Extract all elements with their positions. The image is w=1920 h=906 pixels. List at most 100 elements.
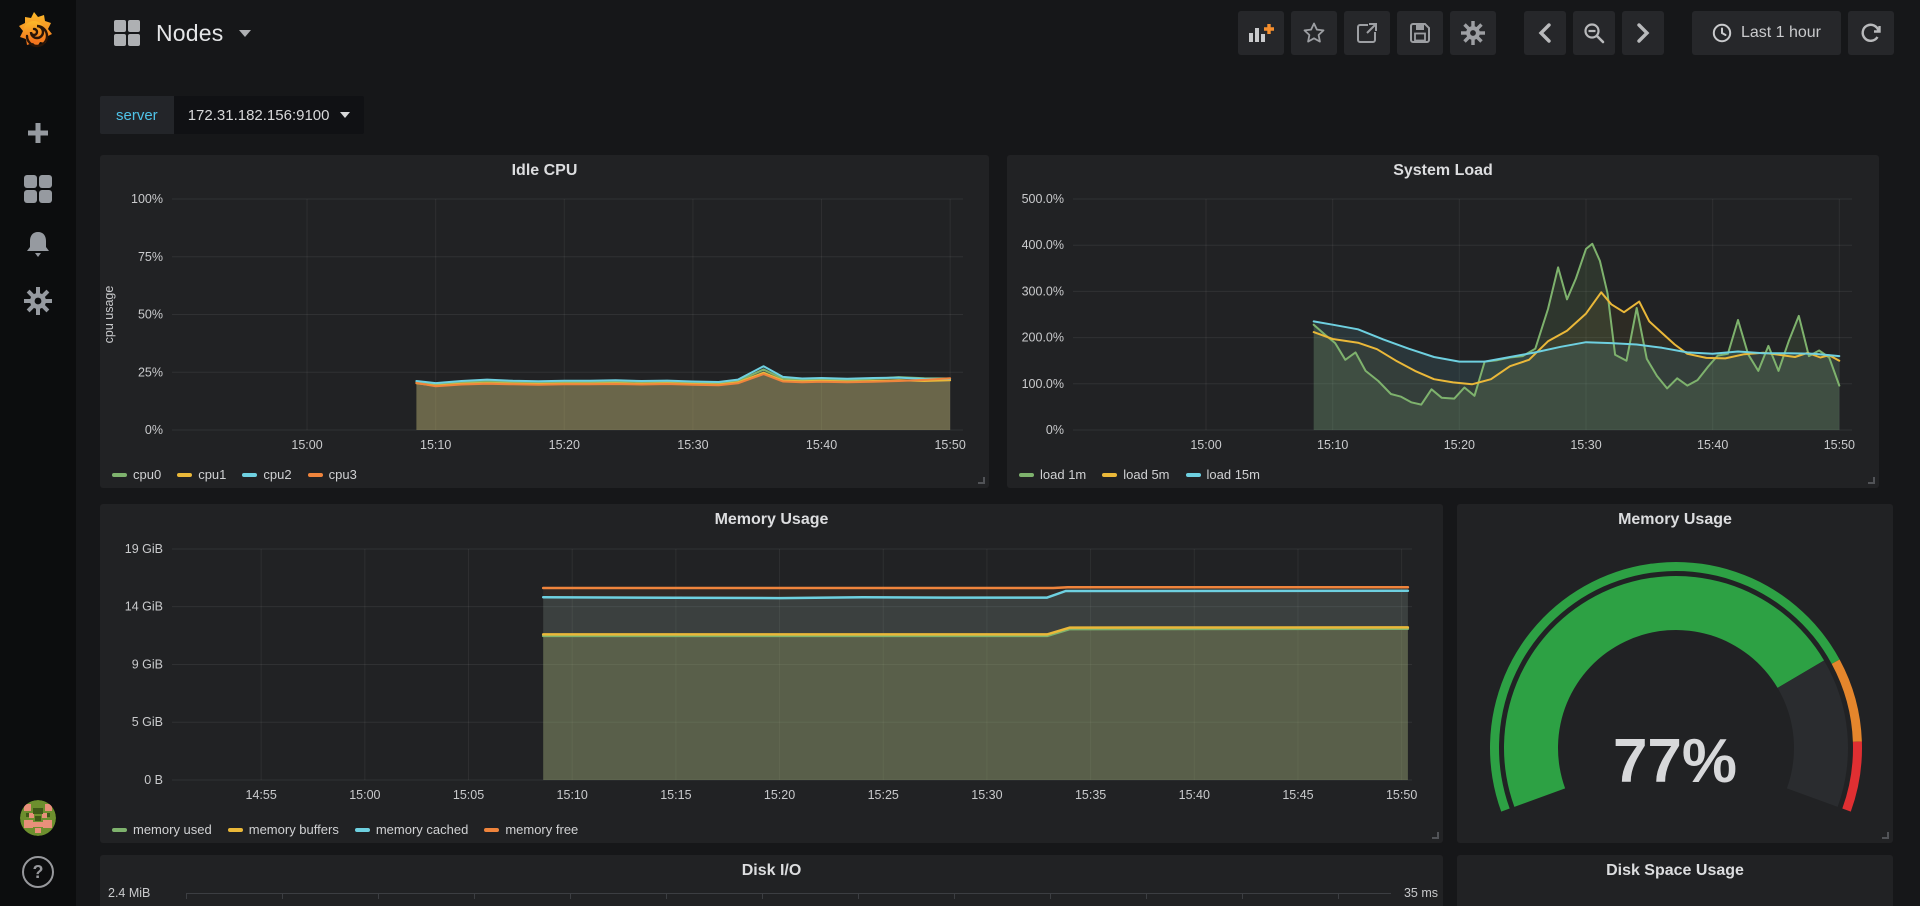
legend-swatch	[177, 472, 193, 477]
time-back-button[interactable]	[1523, 11, 1566, 55]
zoom-out-icon	[1584, 23, 1605, 44]
idle-cpu-chart[interactable]: 15:00 15:10 15:20 15:30 15:40 15:50 0% 25% 50% 75…	[100, 155, 989, 488]
refresh-icon	[1861, 23, 1881, 42]
gear-icon	[24, 287, 52, 315]
sidebar-item-alerting[interactable]	[16, 228, 60, 262]
dashboard-title-group[interactable]: Nodes	[112, 18, 252, 48]
svg-text:100%: 100%	[131, 192, 163, 206]
user-avatar[interactable]	[20, 800, 56, 836]
sidebar-item-dashboards[interactable]	[16, 172, 60, 206]
legend-item[interactable]: memory buffers	[227, 822, 339, 837]
svg-text:9 GiB: 9 GiB	[132, 657, 163, 671]
panel-resize-handle[interactable]	[1868, 477, 1875, 484]
help-icon[interactable]: ?	[22, 856, 54, 888]
navbar: Nodes	[76, 0, 1920, 66]
panel-resize-handle[interactable]	[1432, 832, 1439, 839]
variable-value-dropdown[interactable]: 172.31.182.156:9100	[173, 96, 364, 134]
legend-item[interactable]: memory free	[484, 822, 578, 837]
share-button[interactable]	[1343, 11, 1390, 55]
memory-usage-chart[interactable]: 14:55 15:00 15:05 15:10 15:15 15:20 15:25 15:30…	[100, 504, 1443, 843]
add-panel-icon	[1248, 24, 1274, 42]
settings-button[interactable]	[1449, 11, 1496, 55]
time-forward-button[interactable]	[1621, 11, 1664, 55]
legend-swatch	[112, 827, 127, 832]
panel-disk-io: Disk I/O 2.4 MiB 35 ms	[100, 855, 1443, 906]
legend-item[interactable]: load 1m	[1019, 467, 1086, 482]
svg-text:0 B: 0 B	[144, 773, 163, 787]
time-range-label: Last 1 hour	[1740, 24, 1821, 41]
panel-title[interactable]: Disk I/O	[741, 862, 802, 879]
star-button[interactable]	[1290, 11, 1337, 55]
svg-text:cpu usage: cpu usage	[102, 286, 116, 344]
chevron-right-icon	[1637, 23, 1650, 43]
panel-resize-handle[interactable]	[1882, 832, 1889, 839]
legend-item[interactable]: memory used	[112, 822, 212, 837]
svg-text:15:50: 15:50	[1824, 438, 1855, 452]
panel-idle-cpu: Idle CPU 15:00 15:10 15:20 15:30 15:40 15:50 0…	[100, 155, 989, 488]
legend-item[interactable]: cpu2	[242, 467, 292, 482]
star-icon	[1303, 22, 1325, 43]
legend: load 1m load 5m load 15m	[1019, 467, 1260, 482]
legend: cpu0 cpu1 cpu2 cpu3	[112, 467, 357, 482]
svg-text:15:05: 15:05	[453, 788, 484, 802]
axis-tick-label: 2.4 MiB	[108, 886, 151, 900]
svg-text:15:10: 15:10	[420, 438, 451, 452]
time-range-picker[interactable]: Last 1 hour	[1691, 11, 1841, 55]
chevron-down-icon	[339, 112, 350, 118]
sidebar: ?	[0, 0, 76, 906]
navbar-actions: Last 1 hour	[1237, 11, 1894, 55]
variable-label: server	[100, 96, 174, 134]
dashboard-icon	[114, 20, 140, 46]
svg-text:300.0%: 300.0%	[1022, 284, 1064, 298]
legend-swatch	[1185, 472, 1201, 477]
panel-title[interactable]: Disk Space Usage	[1606, 862, 1744, 879]
svg-text:50%: 50%	[138, 308, 163, 322]
svg-text:15:20: 15:20	[1444, 438, 1475, 452]
chevron-down-icon	[239, 29, 252, 37]
legend-item[interactable]: load 5m	[1102, 467, 1170, 482]
panel-title[interactable]: System Load	[1393, 162, 1493, 179]
panel-title[interactable]: Memory Usage	[1618, 511, 1732, 528]
sidebar-item-configuration[interactable]	[16, 284, 60, 318]
svg-text:5 GiB: 5 GiB	[132, 715, 163, 729]
svg-text:15:20: 15:20	[549, 438, 580, 452]
svg-text:15:00: 15:00	[1190, 438, 1221, 452]
panel-title[interactable]: Idle CPU	[511, 162, 578, 179]
svg-text:15:35: 15:35	[1075, 788, 1106, 802]
add-panel-button[interactable]	[1237, 11, 1284, 55]
dashboard-grid: Idle CPU 15:00 15:10 15:20 15:30 15:40 15:50 0…	[76, 134, 1920, 906]
panel-memory-usage-gauge: Memory Usage 77%	[1457, 504, 1893, 843]
grafana-logo-icon[interactable]	[14, 10, 54, 54]
legend-item[interactable]: load 15m	[1185, 467, 1260, 482]
legend-item[interactable]: cpu3	[307, 467, 357, 482]
panel-system-load: System Load 15:00 15:10 15:20 15:30 15:40 15:…	[1007, 155, 1879, 488]
panel-memory-usage-graph: Memory Usage 14:55 15:00 15:05 15:10 15:15 15…	[100, 504, 1443, 843]
svg-text:400.0%: 400.0%	[1022, 238, 1064, 252]
plus-icon	[28, 123, 48, 143]
save-button[interactable]	[1396, 11, 1443, 55]
zoom-out-button[interactable]	[1572, 11, 1615, 55]
svg-text:75%: 75%	[138, 250, 163, 264]
svg-text:15:15: 15:15	[660, 788, 691, 802]
bell-icon	[27, 232, 49, 257]
legend-swatch	[354, 827, 370, 832]
svg-text:14:55: 14:55	[246, 788, 277, 802]
share-icon	[1356, 23, 1377, 43]
refresh-button[interactable]	[1848, 11, 1894, 55]
main-area: Nodes	[76, 0, 1920, 906]
panel-resize-handle[interactable]	[978, 477, 985, 484]
svg-text:15:10: 15:10	[1317, 438, 1348, 452]
svg-text:15:50: 15:50	[1386, 788, 1417, 802]
dashboards-grid-icon	[24, 175, 52, 203]
svg-text:200.0%: 200.0%	[1022, 331, 1064, 345]
sidebar-item-add[interactable]	[16, 116, 60, 150]
system-load-chart[interactable]: 15:00 15:10 15:20 15:30 15:40 15:50 0% 100.0% 20…	[1007, 155, 1879, 488]
svg-text:0%: 0%	[1046, 423, 1064, 437]
axis-tick-label: 35 ms	[1403, 886, 1438, 900]
legend-item[interactable]: cpu0	[112, 467, 161, 482]
clock-icon	[1712, 23, 1732, 43]
panel-disk-space-usage: Disk Space Usage	[1457, 855, 1893, 906]
legend-item[interactable]: cpu1	[177, 467, 226, 482]
legend-item[interactable]: memory cached	[354, 822, 468, 837]
panel-title[interactable]: Memory Usage	[714, 511, 829, 528]
